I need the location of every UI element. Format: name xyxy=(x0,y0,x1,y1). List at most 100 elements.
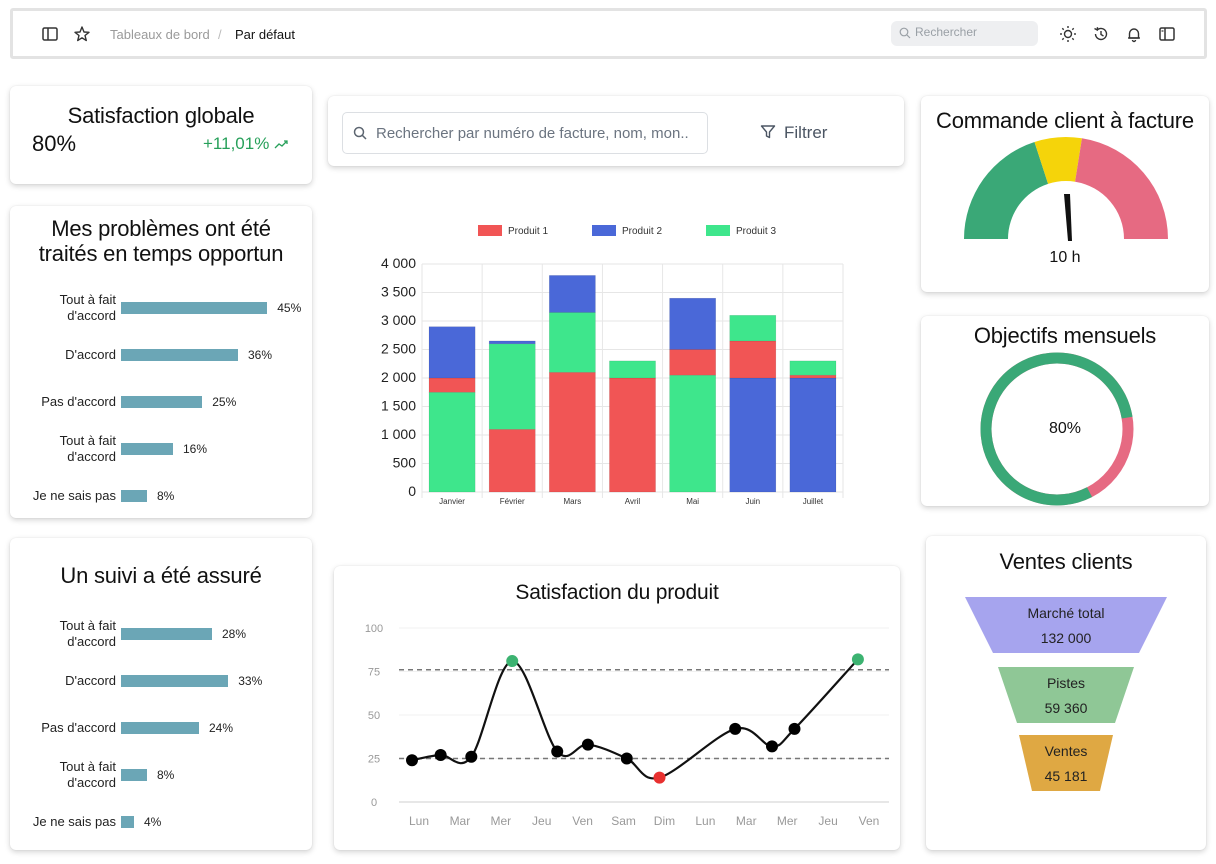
followup-bar xyxy=(121,628,212,640)
satisfaction-value: 80% xyxy=(32,131,77,156)
bar-segment xyxy=(549,275,596,313)
bell-icon[interactable] xyxy=(1125,25,1143,43)
star-icon[interactable] xyxy=(73,25,91,43)
problems-label: Tout à fait d'accord xyxy=(59,292,116,323)
line-chart-title: Satisfaction du produit xyxy=(515,581,719,604)
y-tick-label: 0 xyxy=(371,797,377,809)
data-point xyxy=(729,722,742,735)
data-point xyxy=(465,750,478,763)
legend-label: Produit 1 xyxy=(508,226,548,237)
followup-label: D'accord xyxy=(65,673,116,688)
bar-segment xyxy=(669,374,716,493)
problems-title: Mes problèmes ont été traités en temps o… xyxy=(10,216,312,266)
invoice-search-input[interactable]: Rechercher par numéro de facture, nom, m… xyxy=(342,112,708,154)
panel-icon[interactable] xyxy=(1158,25,1176,43)
y-tick-label: 3 500 xyxy=(381,284,416,300)
x-tick-label: Avril xyxy=(625,497,641,506)
x-tick-label: Ven xyxy=(859,814,880,828)
problems-card: Mes problèmes ont été traités en temps o… xyxy=(10,206,312,518)
funnel-stage-value: 59 360 xyxy=(1045,700,1088,716)
problems-bar xyxy=(121,302,268,314)
problems-label: Je ne sais pas xyxy=(32,488,116,503)
problems-percent: 25% xyxy=(212,395,237,409)
followup-label: Je ne sais pas xyxy=(32,814,116,829)
funnel-stage-label: Pistes xyxy=(1047,675,1085,691)
data-point xyxy=(506,655,519,668)
legend-label: Produit 2 xyxy=(622,226,662,237)
data-point xyxy=(581,738,594,751)
bar-segment xyxy=(549,372,596,493)
order-to-invoice-title: Commande client à facture xyxy=(936,108,1194,133)
y-tick-label: 75 xyxy=(368,667,380,679)
x-tick-label: Lun xyxy=(695,814,715,828)
gauge-needle xyxy=(1064,194,1072,241)
bar-segment xyxy=(729,340,777,379)
sidebar-toggle-icon[interactable] xyxy=(41,25,59,43)
followup-row: Je ne sais pas 4% xyxy=(10,806,310,846)
problems-bar xyxy=(121,443,173,455)
problems-percent: 8% xyxy=(157,489,175,503)
problems-row: Je ne sais pas 8% xyxy=(10,480,310,520)
y-tick-label: 100 xyxy=(365,623,383,635)
bar-segment xyxy=(428,326,476,379)
problems-title-line1: Mes problèmes ont été xyxy=(51,216,271,241)
y-tick-label: 2 500 xyxy=(381,341,416,357)
product-satisfaction-chart: 0 25 50 75 100 Lun Mar Mer Jeu Ven Sam Dim Lun Mar Mer… xyxy=(365,623,889,828)
search-input[interactable]: Rechercher xyxy=(891,21,1038,46)
breadcrumb-dashboards[interactable]: Tableaux de bord xyxy=(110,27,210,42)
x-tick-label: Mar xyxy=(450,814,471,828)
data-point xyxy=(620,752,633,765)
bar-segment xyxy=(549,312,596,373)
y-tick-label: 25 xyxy=(368,754,380,766)
product-satisfaction-card: Satisfaction du produit 0 25 50 75 100 Lun Mar… xyxy=(334,566,900,850)
order-gauge xyxy=(964,137,1168,241)
customer-sales-card: Ventes clients Marché total 132 000 Pistes… xyxy=(926,536,1206,850)
followup-label: Tout à fait d'accord xyxy=(59,618,116,649)
filter-label: Filtrer xyxy=(784,123,828,142)
bar-segment xyxy=(609,377,656,493)
y-tick-label: 500 xyxy=(393,455,417,471)
followup-bar xyxy=(121,816,134,828)
breadcrumb-current[interactable]: Par défaut xyxy=(235,27,295,42)
satisfaction-card: Satisfaction globale 80% +11,01% xyxy=(10,86,312,184)
x-tick-label: Mer xyxy=(777,814,798,828)
problems-label: D'accord xyxy=(65,347,116,362)
x-tick-label: Mai xyxy=(686,497,699,506)
monthly-goals-title: Objectifs mensuels xyxy=(973,323,1157,348)
bar-segment xyxy=(488,340,536,345)
x-tick-label: Février xyxy=(500,497,525,506)
x-tick-label: Jeu xyxy=(818,814,837,828)
funnel-stage xyxy=(1019,735,1113,791)
followup-bar xyxy=(121,722,199,734)
data-point xyxy=(653,771,666,784)
filter-icon xyxy=(760,125,776,139)
funnel-stage-label: Ventes xyxy=(1045,743,1088,759)
data-point xyxy=(851,653,864,666)
satisfaction-delta: +11,01% xyxy=(203,134,288,154)
gauge-value: 10 h xyxy=(1049,249,1081,266)
followup-card: Un suivi a été assuré Tout à fait d'accor… xyxy=(10,538,312,850)
breadcrumb-separator: / xyxy=(218,27,222,42)
history-icon[interactable] xyxy=(1092,25,1110,43)
funnel-stage xyxy=(998,667,1134,723)
sales-funnel: Marché total 132 000 Pistes 59 360 Ventes 45 … xyxy=(965,597,1167,791)
problems-bar xyxy=(121,349,238,361)
filter-button[interactable]: Filtrer xyxy=(760,123,827,143)
invoice-search-card: Rechercher par numéro de facture, nom, m… xyxy=(328,96,904,166)
funnel-stage-value: 45 181 xyxy=(1045,768,1088,784)
followup-row: Pas d'accord 24% xyxy=(10,712,310,752)
problems-percent: 45% xyxy=(277,301,302,315)
x-tick-label: Janvier xyxy=(439,497,465,506)
invoice-search-placeholder: Rechercher par numéro de facture, nom, m… xyxy=(376,125,689,142)
sun-icon[interactable] xyxy=(1059,25,1077,43)
x-tick-label: Juillet xyxy=(803,497,824,506)
satisfaction-title: Satisfaction globale xyxy=(67,103,255,128)
y-tick-label: 3 000 xyxy=(381,312,416,328)
y-tick-label: 1 500 xyxy=(381,398,416,414)
search-icon xyxy=(353,126,367,140)
followup-title: Un suivi a été assuré xyxy=(60,563,262,588)
problems-title-line2: traités en temps opportun xyxy=(38,241,284,266)
followup-row: Tout à fait d'accord 28% xyxy=(10,618,310,658)
followup-percent: 4% xyxy=(144,815,162,829)
x-tick-label: Lun xyxy=(409,814,429,828)
